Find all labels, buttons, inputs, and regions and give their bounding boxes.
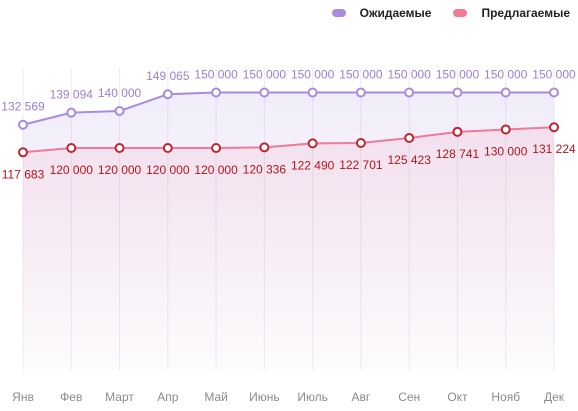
x-tick-label: Июль bbox=[297, 390, 328, 404]
chart-legend: Ожидаемые Предлагаемые bbox=[331, 6, 570, 20]
data-point-expected bbox=[66, 107, 77, 118]
data-point-offered bbox=[18, 147, 28, 158]
chart-areas bbox=[23, 92, 554, 371]
data-label-expected: 139 094 bbox=[50, 88, 94, 102]
data-point-offered bbox=[162, 143, 173, 153]
x-tick-label: Окт bbox=[447, 390, 468, 404]
data-label-offered: 120 336 bbox=[243, 162, 287, 176]
data-label-offered: 120 000 bbox=[98, 163, 142, 177]
chart-data-labels: 132 569 139 094 140 000 149 065 150 000 150 0… bbox=[1, 68, 576, 182]
x-tick-label: Янв bbox=[12, 390, 34, 404]
legend-item-expected[interactable]: Ожидаемые bbox=[331, 6, 432, 20]
series-line-expected bbox=[22, 91, 554, 126]
data-point-expected bbox=[549, 87, 559, 98]
x-tick-label: Нояб bbox=[491, 390, 520, 404]
data-label-offered: 117 683 bbox=[2, 167, 45, 181]
legend-swatch-expected bbox=[331, 9, 346, 17]
series-line-offered bbox=[22, 126, 555, 154]
x-tick-label: Фев bbox=[60, 390, 82, 404]
data-label-expected: 140 000 bbox=[98, 86, 142, 100]
data-point-offered bbox=[66, 143, 77, 153]
data-label-offered: 120 000 bbox=[194, 163, 238, 177]
data-label-expected: 150 000 bbox=[532, 68, 576, 82]
data-label-offered: 131 224 bbox=[532, 142, 576, 156]
data-label-offered: 130 000 bbox=[484, 145, 528, 159]
data-point-expected bbox=[452, 87, 463, 98]
data-label-offered: 128 741 bbox=[436, 147, 480, 161]
data-point-expected bbox=[114, 106, 125, 116]
data-point-offered bbox=[307, 138, 318, 149]
data-label-expected: 150 000 bbox=[339, 68, 383, 82]
x-tick-label: Март bbox=[105, 390, 134, 404]
legend-label-expected: Ожидаемые bbox=[359, 6, 432, 20]
data-point-offered bbox=[549, 122, 559, 133]
data-point-offered bbox=[404, 132, 415, 143]
data-point-expected bbox=[404, 87, 415, 98]
data-label-offered: 125 423 bbox=[387, 153, 431, 167]
chart-x-axis: Янв Фев Март Апр Май Июнь Июль Авг Сен Окт Нояб Дек bbox=[12, 390, 565, 404]
data-label-expected: 132 569 bbox=[1, 100, 45, 114]
data-point-expected bbox=[355, 87, 366, 98]
data-label-expected: 150 000 bbox=[436, 68, 480, 82]
data-label-expected: 150 000 bbox=[291, 68, 335, 82]
data-point-offered bbox=[211, 143, 222, 153]
data-label-offered: 120 000 bbox=[50, 163, 94, 177]
data-point-offered bbox=[452, 126, 463, 137]
data-label-offered: 122 701 bbox=[339, 158, 383, 172]
data-point-expected bbox=[307, 87, 318, 98]
data-label-expected: 150 000 bbox=[484, 68, 528, 82]
series-area-offered bbox=[23, 127, 554, 371]
data-label-expected: 149 065 bbox=[146, 69, 190, 83]
x-tick-label: Май bbox=[204, 390, 228, 404]
data-label-offered: 122 490 bbox=[291, 158, 335, 172]
x-tick-label: Дек bbox=[544, 390, 565, 404]
x-tick-label: Сен bbox=[398, 390, 420, 404]
data-point-expected bbox=[259, 87, 270, 98]
x-tick-label: Авг bbox=[352, 390, 371, 404]
data-point-expected bbox=[162, 89, 173, 100]
data-point-offered bbox=[500, 124, 511, 135]
data-point-offered bbox=[259, 142, 270, 153]
chart-lines bbox=[22, 91, 555, 154]
x-tick-label: Апр bbox=[157, 390, 179, 404]
x-tick-label: Июнь bbox=[249, 390, 280, 404]
legend-label-offered: Предлагаемые bbox=[481, 6, 570, 20]
data-point-offered bbox=[114, 143, 125, 153]
data-point-offered bbox=[355, 138, 366, 149]
legend-swatch-offered bbox=[453, 9, 468, 17]
data-point-expected bbox=[500, 87, 511, 98]
data-label-expected: 150 000 bbox=[243, 68, 287, 82]
legend-item-offered[interactable]: Предлагаемые bbox=[453, 6, 570, 20]
data-label-expected: 150 000 bbox=[387, 68, 431, 82]
data-point-expected bbox=[18, 119, 28, 130]
data-point-expected bbox=[211, 87, 222, 98]
chart-points bbox=[18, 87, 559, 158]
data-label-expected: 150 000 bbox=[194, 68, 238, 82]
data-label-offered: 120 000 bbox=[146, 163, 190, 177]
